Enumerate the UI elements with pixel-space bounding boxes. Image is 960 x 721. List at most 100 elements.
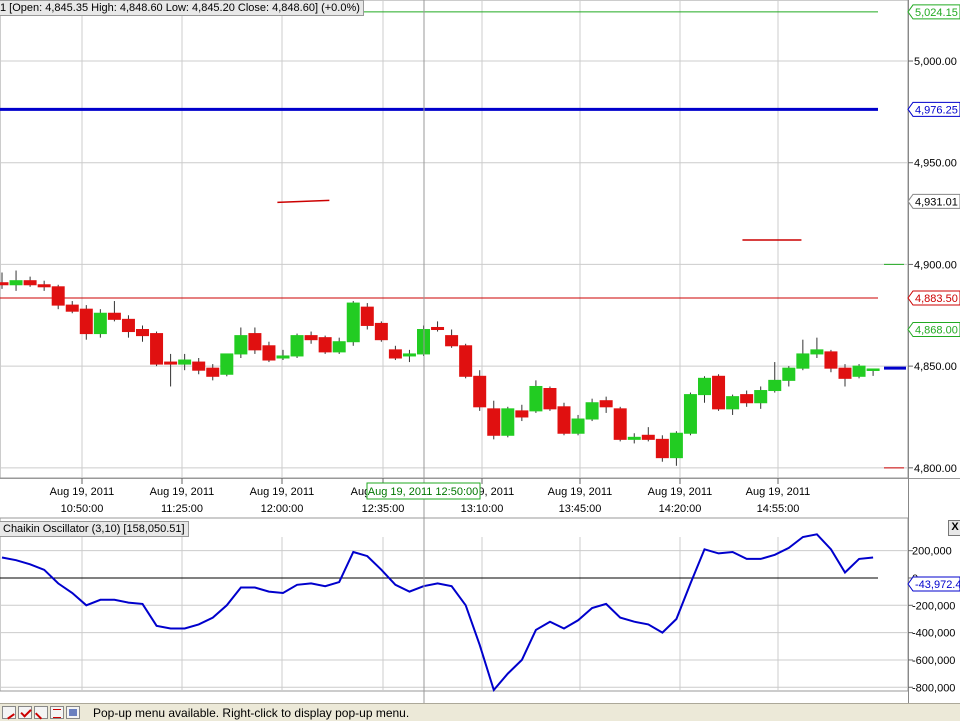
price-label-box xyxy=(907,193,960,209)
candle-body xyxy=(23,280,37,286)
horizontal-lines xyxy=(0,11,878,299)
candle-body xyxy=(402,353,416,357)
price-label-text: 4,976.25 xyxy=(915,104,958,116)
candle-body xyxy=(866,368,880,371)
chart-grid xyxy=(0,0,960,703)
price-label-text: 4,931.01 xyxy=(915,196,958,208)
y-tick-label: 5,000.00 xyxy=(914,56,957,68)
candle-body xyxy=(206,367,220,377)
candle-body xyxy=(768,379,782,392)
osc-y-tick-label: -600,000 xyxy=(912,655,955,667)
osc-y-tick-label: 200,000 xyxy=(912,546,952,558)
status-message: Pop-up menu available. Right-click to di… xyxy=(93,706,410,720)
fib-tool-icon[interactable] xyxy=(50,706,64,719)
price-label-green: 5,024.15 xyxy=(907,4,960,20)
candle-body xyxy=(51,286,65,306)
price-label-box xyxy=(907,290,960,306)
candle-body xyxy=(178,359,192,365)
oscillator-series xyxy=(1,533,874,693)
candle-body xyxy=(445,335,459,347)
price-label-box xyxy=(907,322,960,338)
oscillator-title: Chaikin Oscillator (3,10) [158,050.51] xyxy=(0,521,189,537)
candle-body xyxy=(543,388,557,410)
candle-body xyxy=(107,312,121,320)
price-label-plain: 4,931.01 xyxy=(907,193,960,209)
pencil-tool-icon[interactable] xyxy=(34,706,48,720)
price-label-box xyxy=(907,101,960,117)
candle-body xyxy=(234,335,248,355)
candle-body xyxy=(740,394,754,404)
x-tick-date: Aug 19, 2011 xyxy=(548,486,613,498)
candle-body xyxy=(726,396,740,410)
price-label-box xyxy=(907,4,960,20)
oscillator-close-button[interactable]: X xyxy=(948,520,960,536)
candle-body xyxy=(304,335,318,341)
candle-body xyxy=(824,351,838,369)
x-tick-time: 14:55:00 xyxy=(757,503,800,515)
check-tool-icon[interactable] xyxy=(18,706,32,719)
ohlc-header: 1 [Open: 4,845.35 High: 4,848.60 Low: 4,… xyxy=(0,0,364,16)
print-icon[interactable] xyxy=(66,706,80,719)
candle-body xyxy=(9,280,23,286)
price-labels: 5,024.15 4,976.25 4,931.01 4,883.50 4,868.00… xyxy=(884,4,960,592)
x-tick-time: 14:20:00 xyxy=(659,503,702,515)
candle-body xyxy=(599,400,613,408)
crosshair: Aug 19, 2011 12:50:00 xyxy=(366,0,481,703)
candle-body xyxy=(136,329,149,337)
candle-body xyxy=(557,406,571,434)
osc-current-box xyxy=(907,576,960,592)
x-tick-time: 10:50:00 xyxy=(61,503,104,515)
candle-body xyxy=(655,438,669,459)
candle-body xyxy=(290,335,304,357)
trading-chart[interactable]: 5,000.00 4,950.00 4,900.00 4,850.00 4,800.00… xyxy=(0,0,960,703)
price-label-green: 4,868.00 xyxy=(907,322,960,338)
x-tick-time: 13:10:00 xyxy=(461,503,504,515)
crosshair-time-box xyxy=(366,482,481,500)
line-tool-icon[interactable] xyxy=(2,706,16,720)
crosshair-time-label: Aug 19, 2011 12:50:00 xyxy=(368,486,479,498)
price-label-text: 4,883.50 xyxy=(915,293,958,305)
candle-body xyxy=(248,333,262,351)
candle-body xyxy=(318,337,332,353)
osc-y-tick-label: -400,000 xyxy=(912,628,955,640)
price-label-text: 4,868.00 xyxy=(915,325,958,337)
y-tick-label: 4,850.00 xyxy=(914,361,957,373)
price-label-blue: 4,976.25 xyxy=(907,101,960,117)
trendline-segments xyxy=(277,199,802,241)
candle-body xyxy=(852,365,866,377)
x-tick-date: Aug 19, 2011 xyxy=(50,486,115,498)
candle-body xyxy=(501,408,515,436)
x-tick-date: Aug 19, 2011 xyxy=(250,486,315,498)
candle-body xyxy=(37,284,51,288)
candle-body xyxy=(754,390,768,404)
candle-body xyxy=(712,375,726,410)
candle-body xyxy=(276,355,290,359)
candle-body xyxy=(627,436,641,440)
candle-body xyxy=(838,367,852,379)
candle-body xyxy=(613,408,627,440)
candle-body xyxy=(262,345,276,361)
candle-body xyxy=(220,353,234,375)
candle-body xyxy=(515,410,529,418)
candle-body xyxy=(121,318,135,333)
axes: 5,000.00 4,950.00 4,900.00 4,850.00 4,800.00… xyxy=(50,56,957,694)
y-tick-label: 4,900.00 xyxy=(914,259,957,271)
candle-body xyxy=(192,361,206,371)
candle-body xyxy=(487,408,501,436)
price-label-text: 5,024.15 xyxy=(915,7,958,19)
candle-body xyxy=(683,394,697,434)
candle-body xyxy=(585,402,599,420)
trend-segment-0 xyxy=(277,199,330,204)
candle-body xyxy=(641,434,655,440)
candle-body xyxy=(65,304,79,312)
candlestick-series xyxy=(0,270,880,466)
chaikin-oscillator-line xyxy=(1,533,874,693)
x-tick-date: Aug 19, 2011 xyxy=(746,486,811,498)
candle-body xyxy=(346,302,360,343)
main-panel-frame xyxy=(0,0,909,479)
x-tick-time: 12:00:00 xyxy=(261,503,304,515)
osc-y-tick-label: -200,000 xyxy=(912,600,955,612)
x-tick-date: Aug 19, 2011 xyxy=(150,486,215,498)
osc-y-tick-label: -800,000 xyxy=(912,682,955,694)
oscillator-panel-frame xyxy=(0,517,909,692)
